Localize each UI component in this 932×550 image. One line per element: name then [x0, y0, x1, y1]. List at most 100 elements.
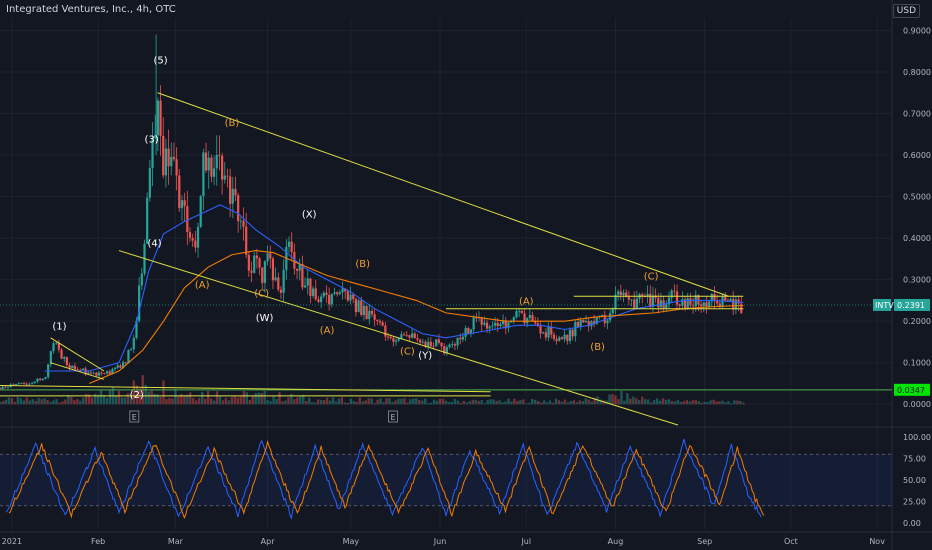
volume-bar	[19, 398, 23, 405]
volume-bar	[40, 399, 43, 405]
volume-bar	[233, 395, 237, 405]
candle-body	[212, 168, 216, 177]
volume-bar	[49, 401, 52, 405]
volume-bar	[507, 398, 510, 405]
volume-bar	[629, 398, 632, 405]
candle-body	[167, 148, 170, 167]
candle-body	[44, 377, 47, 379]
candle-body	[314, 288, 317, 300]
candle-body	[271, 258, 275, 281]
volume-bar	[700, 402, 703, 405]
volume-bar	[522, 399, 525, 405]
candle-body	[247, 254, 250, 271]
candle-body	[357, 300, 360, 313]
candle-body	[103, 373, 106, 375]
volume-bar	[438, 398, 442, 405]
volume-bar	[22, 400, 25, 405]
volume-bar	[673, 401, 677, 405]
earnings-marker	[387, 410, 398, 423]
volume-bar	[85, 393, 88, 405]
y-axis-tick-label: 0.1000	[903, 359, 931, 368]
volume-bar	[349, 398, 353, 405]
volume-bar	[242, 390, 246, 405]
candle-body	[710, 293, 713, 302]
candle-body	[151, 138, 154, 169]
volume-bar	[355, 401, 358, 405]
volume-bar	[248, 400, 251, 405]
candle-body	[306, 278, 309, 286]
y-axis-tick-label: 0.6000	[903, 151, 931, 160]
volume-bar	[614, 395, 617, 405]
candle-body	[354, 299, 358, 313]
volume-bar	[409, 399, 412, 405]
volume-bar	[539, 402, 543, 405]
candle-body	[721, 297, 724, 308]
volume-bar	[200, 392, 204, 405]
volume-bar	[79, 400, 82, 405]
candle-body	[287, 241, 291, 247]
candle-body	[419, 339, 422, 343]
volume-bar	[516, 401, 519, 405]
candle-body	[338, 292, 341, 295]
candle-body	[427, 341, 430, 347]
volume-bar	[536, 401, 540, 405]
candle-body	[178, 175, 181, 209]
wave-label: (W)	[256, 313, 274, 324]
volume-bar	[563, 399, 567, 405]
candle-body	[702, 302, 705, 307]
candle-body	[221, 155, 224, 180]
candle-body	[255, 255, 258, 259]
candle-body	[1, 386, 4, 390]
wave-label: (4)	[148, 238, 162, 249]
candle-body	[196, 226, 200, 248]
volume-bar	[453, 399, 457, 405]
volume-bar	[126, 393, 130, 405]
candle-body	[467, 327, 470, 334]
volume-bar	[90, 397, 94, 405]
candle-body	[12, 384, 15, 386]
candle-body	[705, 302, 708, 307]
currency-button[interactable]: USD	[892, 4, 920, 18]
candle-body	[718, 303, 721, 308]
volume-bar	[632, 396, 635, 405]
volume-bar	[510, 401, 513, 405]
volume-bar	[203, 398, 207, 405]
volume-bar	[114, 395, 118, 405]
volume-bar	[480, 400, 483, 405]
volume-bar	[646, 399, 650, 405]
candle-body	[65, 357, 68, 365]
volume-bar	[64, 399, 67, 405]
volume-bar	[96, 394, 100, 405]
earnings-marker-label: E	[132, 413, 137, 422]
candle-body	[582, 320, 585, 323]
candle-body	[603, 315, 606, 324]
candle-body	[520, 310, 523, 314]
volume-bar	[215, 391, 219, 405]
volume-bar	[58, 402, 61, 405]
volume-bar	[465, 402, 469, 405]
candle-body	[678, 304, 681, 306]
volume-bar	[135, 385, 138, 405]
moving-average-blue	[44, 204, 744, 372]
volume-bar	[504, 401, 507, 405]
candle-body	[79, 369, 82, 371]
volume-bar	[730, 403, 733, 405]
candle-body	[726, 300, 729, 302]
candle-body	[435, 339, 438, 347]
candle-body	[28, 383, 31, 385]
wave-label: (1)	[52, 321, 66, 332]
candle-body	[290, 241, 293, 253]
candle-body	[675, 291, 679, 305]
candle-body	[73, 365, 77, 370]
candle-body	[25, 383, 28, 385]
candle-body	[298, 264, 301, 271]
candle-body	[397, 338, 400, 341]
volume-bar	[712, 399, 715, 405]
volume-bar	[432, 399, 436, 405]
candle-body	[413, 333, 416, 339]
candle-body	[263, 261, 267, 283]
earnings-marker	[129, 410, 140, 423]
candle-body	[405, 334, 408, 336]
volume-bar	[468, 401, 471, 405]
